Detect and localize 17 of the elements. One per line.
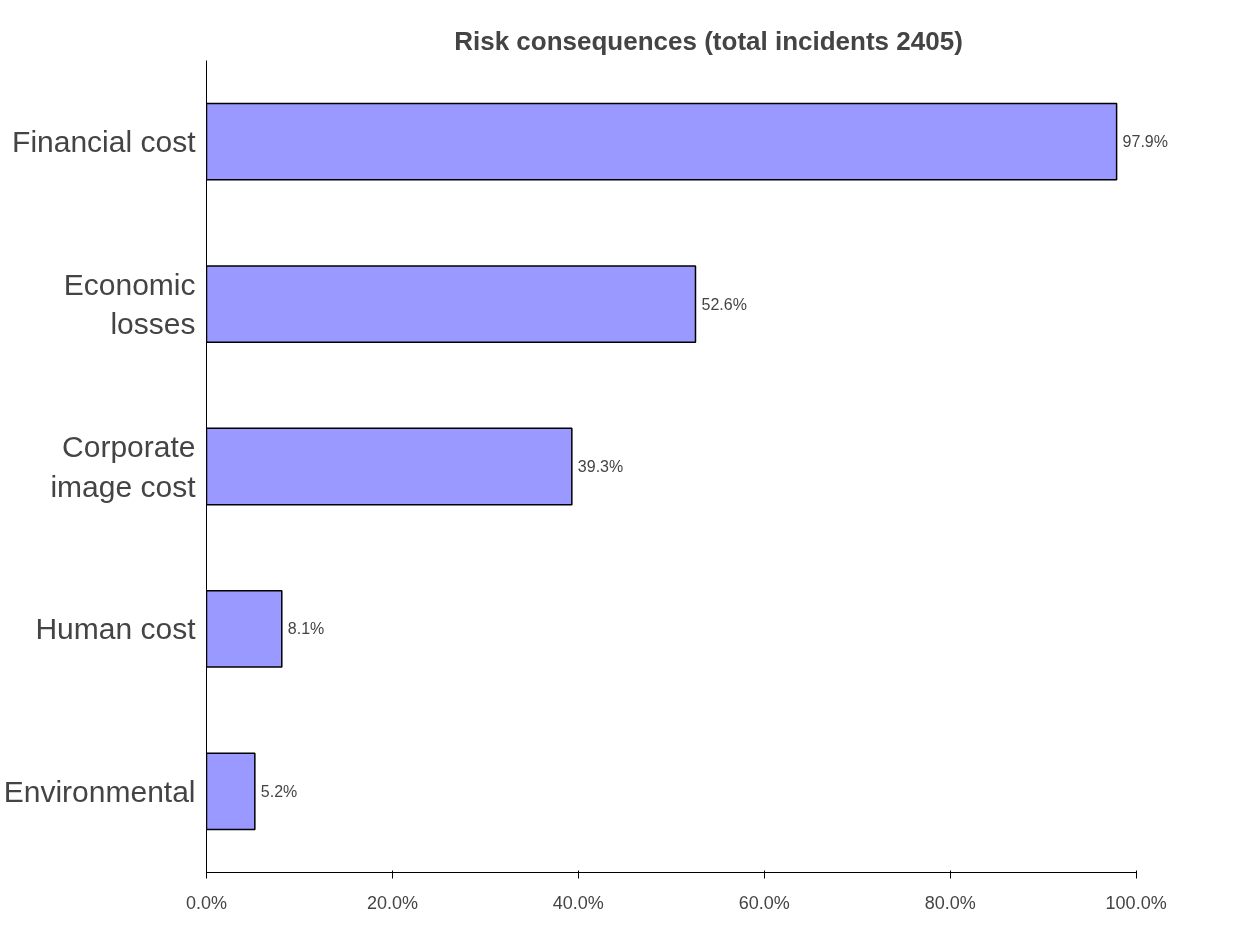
x-tick-label: 60.0% bbox=[738, 892, 790, 913]
x-tick-label: 100.0% bbox=[1105, 892, 1167, 913]
y-tick-label: Corporate image cost bbox=[50, 430, 197, 503]
y-tick-label: Human cost bbox=[35, 612, 197, 646]
y-tick-label: Financial cost bbox=[12, 125, 197, 159]
chart-title: Risk consequences (total incidents 2405) bbox=[454, 25, 963, 56]
x-tick-label: 0.0% bbox=[185, 892, 228, 913]
data-label: 52.6% bbox=[701, 295, 747, 313]
data-label: 5.2% bbox=[260, 782, 298, 800]
x-tick-label: 20.0% bbox=[366, 892, 418, 913]
y-tick-label: Environmental bbox=[3, 774, 196, 808]
y-tick-label: Economic losses bbox=[63, 267, 196, 341]
x-tick-label: 80.0% bbox=[924, 892, 976, 913]
data-label: 8.1% bbox=[287, 620, 325, 638]
x-tick-label: 40.0% bbox=[552, 892, 604, 913]
data-label: 39.3% bbox=[577, 458, 624, 475]
data-label: 97.9% bbox=[1122, 133, 1168, 151]
